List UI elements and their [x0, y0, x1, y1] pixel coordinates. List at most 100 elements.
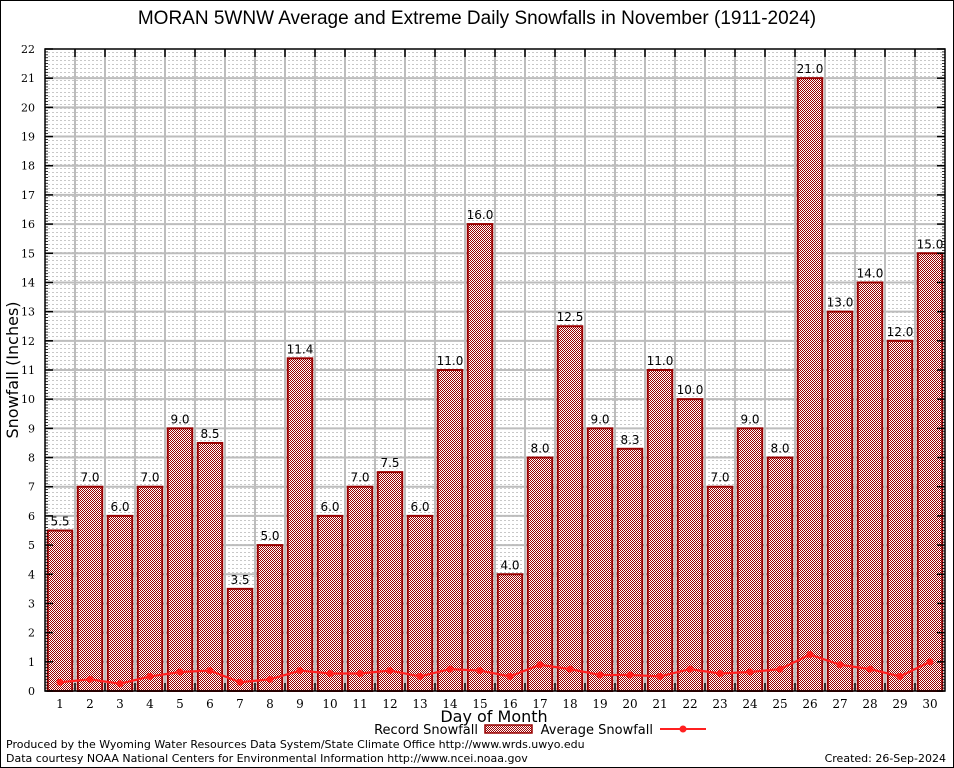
bar-record-snowfall: [196, 441, 224, 693]
bar-record-snowfall: [736, 427, 764, 692]
x-tick-label: 17: [532, 697, 547, 711]
average-snowfall-line: [59, 653, 931, 685]
bar-value-label: 8.5: [200, 427, 219, 441]
y-axis-label: Snowfall (Inches): [3, 301, 22, 438]
bar-value-label: 11.0: [647, 354, 674, 368]
average-snowfall-point: [776, 665, 784, 673]
y-tick-label: 6: [28, 510, 35, 523]
legend: Record Snowfall Average Snowfall: [374, 723, 706, 738]
bar-value-label: 6.0: [110, 500, 129, 514]
bar-value-label: 7.0: [710, 471, 729, 485]
average-snowfall-point: [386, 667, 394, 675]
x-tick-label: 8: [266, 697, 274, 711]
average-snowfall-point: [356, 669, 364, 677]
x-tick-label: 9: [296, 697, 304, 711]
x-tick-label: 2: [86, 697, 94, 711]
y-tick-label: 20: [21, 101, 35, 114]
bar-value-label: 7.0: [80, 471, 99, 485]
y-tick-label: 8: [28, 452, 35, 465]
y-tick-label: 15: [21, 247, 35, 260]
bar-value-label: 13.0: [827, 296, 854, 310]
bar-record-snowfall: [166, 427, 194, 692]
average-snowfall-point: [476, 667, 484, 675]
x-tick-label: 13: [412, 697, 427, 711]
legend-record-swatch: [484, 724, 533, 734]
x-tick-label: 25: [772, 697, 787, 711]
x-axis-label: Day of Month: [440, 707, 547, 726]
bar-value-label: 7.5: [380, 456, 399, 470]
average-snowfall-point: [236, 678, 244, 686]
average-snowfall-point: [56, 678, 64, 686]
x-tick-label: 22: [682, 697, 697, 711]
y-tick-label: 2: [28, 627, 35, 640]
bar-record-snowfall: [826, 310, 854, 692]
x-tick-label: 27: [832, 697, 847, 711]
x-tick-label: 7: [236, 697, 244, 711]
legend-record-label: Record Snowfall: [374, 723, 478, 738]
bar-record-snowfall: [556, 325, 584, 692]
y-tick-label: 1: [28, 656, 35, 669]
bar-value-label: 12.5: [557, 310, 584, 324]
footer-data-courtesy: Data courtesy NOAA National Centers for …: [6, 752, 528, 765]
bar-record-snowfall: [286, 357, 314, 692]
average-snowfall-point: [626, 671, 634, 679]
x-tick-label: 18: [562, 697, 577, 711]
bar-value-label: 5.0: [260, 529, 279, 543]
legend-average-marker: [679, 725, 687, 733]
bar-record-snowfall: [106, 514, 134, 693]
legend-average-label: Average Snowfall: [541, 723, 653, 738]
average-snowfall-point: [86, 675, 94, 683]
y-tick-label: 17: [21, 189, 35, 202]
y-tick-label: 9: [28, 422, 35, 435]
y-tick-label: 16: [21, 218, 35, 231]
bar-record-snowfall: [766, 456, 794, 692]
chart-title: MORAN 5WNW Average and Extreme Daily Sno…: [137, 8, 817, 29]
bar-record-snowfall: [796, 77, 824, 692]
x-tick-label: 14: [442, 697, 458, 711]
average-snowfall-point: [926, 658, 934, 666]
bar-value-label: 7.0: [350, 471, 369, 485]
bar-record-snowfall: [46, 529, 74, 692]
bar-value-label: 3.5: [230, 573, 249, 587]
y-tick-label: 0: [28, 685, 35, 698]
bar-record-snowfall: [496, 573, 524, 692]
average-snowfall-point: [446, 665, 454, 673]
bar-record-snowfall: [646, 369, 674, 692]
y-tick-label: 18: [21, 160, 35, 173]
x-tick-label: 23: [712, 697, 727, 711]
x-tick-label: 28: [862, 697, 877, 711]
x-tick-label: 29: [892, 697, 907, 711]
x-tick-label: 19: [592, 697, 607, 711]
y-tick-label: 10: [21, 393, 35, 406]
y-tick-label: 5: [28, 539, 35, 552]
y-tick-label: 12: [21, 335, 35, 348]
x-tick-label: 10: [322, 697, 337, 711]
average-snowfall-point: [116, 680, 124, 688]
average-snowfall-point: [596, 671, 604, 679]
bar-value-label: 21.0: [797, 62, 824, 76]
bar-value-label: 16.0: [467, 208, 494, 222]
bar-record-snowfall: [526, 456, 554, 692]
bar-value-label: 8.0: [530, 442, 549, 456]
y-tick-label: 11: [21, 364, 35, 377]
bar-value-label: 15.0: [917, 237, 944, 251]
bar-value-label: 7.0: [140, 471, 159, 485]
x-tick-label: 6: [206, 697, 214, 711]
y-tick-label: 22: [21, 43, 35, 56]
x-axis-ticks: 1 2 3 4 5 6 7 8 9 10 11 12 13 14 15 16 17 18 19 20 21 22 23 24 2…: [56, 49, 938, 711]
average-snowfall-point: [746, 668, 754, 676]
average-snowfall-point: [836, 661, 844, 669]
footer-created: Created: 26-Sep-2024: [824, 752, 946, 765]
x-tick-label: 11: [352, 697, 367, 711]
y-tick-label: 19: [21, 131, 35, 144]
bar-record-snowfall: [226, 587, 254, 693]
average-snowfall-point: [176, 668, 184, 676]
bar-record-snowfall: [616, 447, 644, 693]
bar-value-label: 11.4: [287, 342, 314, 356]
average-snowfall-point: [416, 672, 424, 680]
average-snowfall-point: [206, 667, 214, 675]
average-snowfall-point: [296, 667, 304, 675]
x-tick-label: 30: [922, 697, 937, 711]
bar-record-snowfall: [406, 514, 434, 693]
